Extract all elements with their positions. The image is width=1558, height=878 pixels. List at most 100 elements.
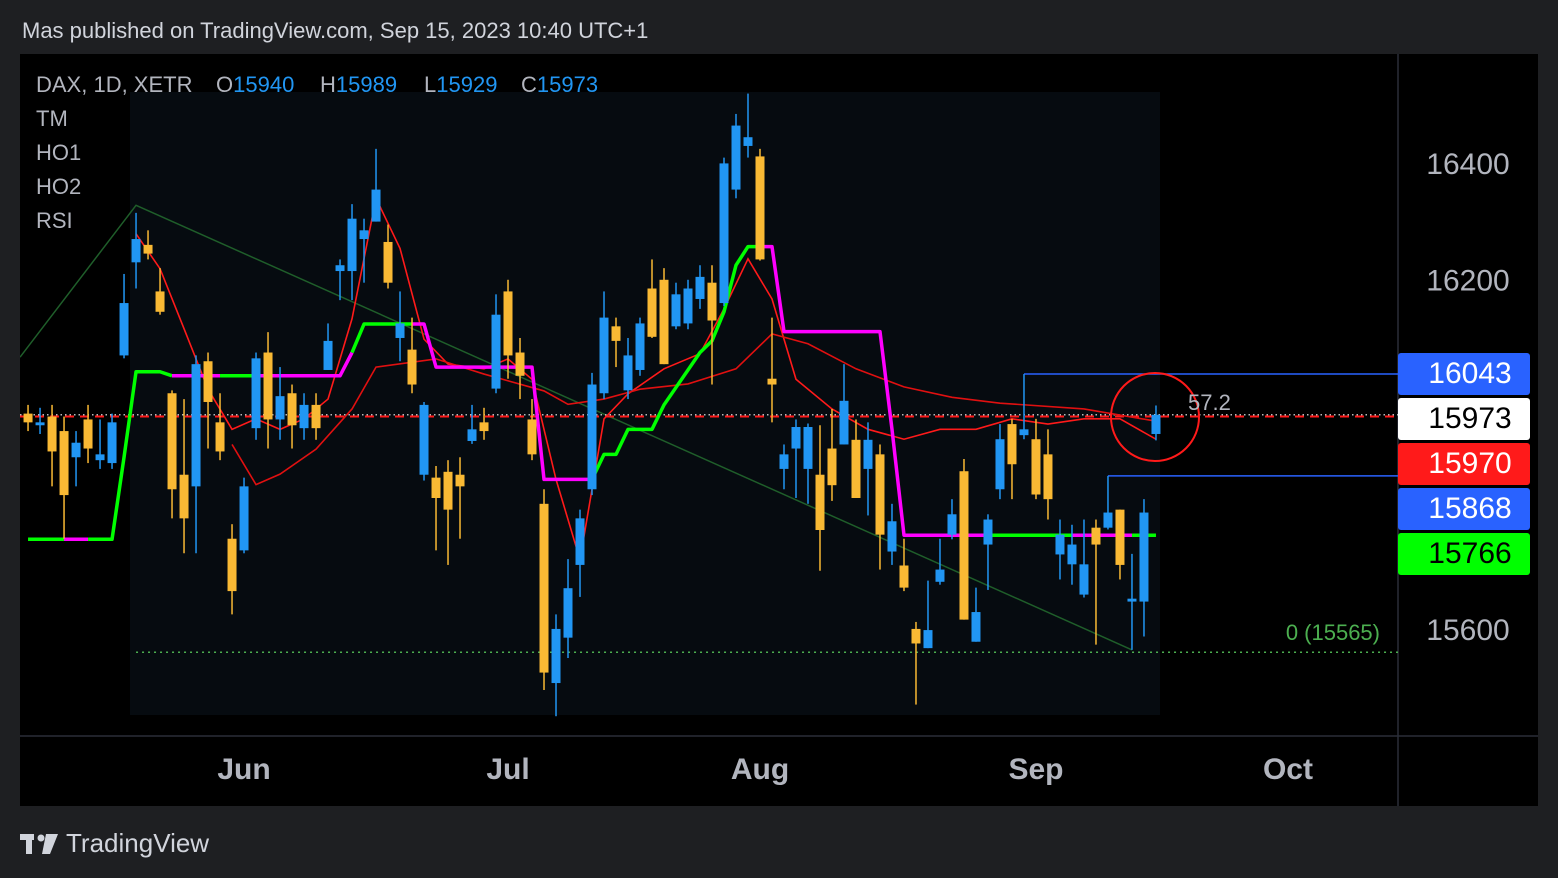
candle-body: [1019, 429, 1029, 436]
candle-body: [827, 448, 837, 486]
price-label: 15973: [1428, 402, 1511, 435]
candle-body: [299, 404, 309, 429]
indicator-label: HO2: [36, 174, 81, 199]
candle-body: [635, 323, 645, 370]
x-tick-label: Jul: [486, 753, 529, 786]
candle-body: [431, 477, 441, 498]
candle-body: [443, 471, 453, 510]
candle-body: [623, 355, 633, 391]
symbol: DAX, 1D, XETR: [36, 72, 192, 97]
candle-body: [815, 474, 825, 531]
candle-body: [1151, 414, 1161, 434]
candle-body: [731, 125, 741, 190]
ohlc-letter: H: [320, 72, 336, 97]
candle-body: [215, 422, 225, 452]
candle-body: [383, 241, 393, 283]
candle-body: [395, 323, 405, 338]
candle-body: [155, 291, 165, 312]
annotation: 57.2: [1188, 390, 1231, 415]
candle-body: [263, 352, 273, 420]
price-label-box: [1398, 398, 1530, 441]
trend-step-line: [412, 322, 593, 482]
candle-body: [335, 265, 345, 272]
candle-body: [743, 137, 753, 146]
x-tick-label: Oct: [1263, 753, 1313, 786]
candle-body: [515, 352, 525, 376]
candle-body: [935, 569, 945, 582]
candle-body: [911, 628, 921, 644]
candle-body: [707, 282, 717, 321]
price-label: 15868: [1428, 492, 1511, 525]
candle-body: [407, 349, 417, 385]
ohlc-value: 15940: [233, 72, 294, 97]
candle-body: [947, 514, 957, 535]
candle-body: [1067, 544, 1077, 565]
candle-body: [227, 538, 237, 592]
price-label: 16043: [1428, 357, 1511, 390]
candle-body: [119, 303, 129, 356]
candle-body: [995, 439, 1005, 490]
candle-body: [875, 454, 885, 535]
candle-body: [311, 404, 321, 429]
candle-body: [491, 314, 501, 389]
candle-body: [671, 294, 681, 327]
indicator-label: RSI: [36, 208, 73, 233]
candle-body: [59, 431, 69, 496]
highlight-circle: [1110, 372, 1200, 462]
candle-body: [803, 427, 813, 469]
trend-line: [20, 204, 1133, 651]
candle-body: [587, 384, 597, 490]
candle-body: [527, 419, 537, 455]
candle-body: [863, 439, 873, 469]
candle-body: [887, 521, 897, 552]
candle-body: [719, 163, 729, 304]
ohlc-value: 15929: [436, 72, 497, 97]
candle-body: [611, 326, 621, 341]
y-tick-label: 16200: [1426, 265, 1509, 298]
overlay: 0 (15565) TM HO1 HO2 RSI: [36, 106, 1380, 645]
fib-label: 0 (15565): [1286, 620, 1380, 645]
x-tick-label: Aug: [731, 753, 789, 786]
candle-body: [551, 628, 561, 684]
brand-logo: [20, 834, 58, 854]
candle-body: [767, 378, 777, 385]
candle-body: [275, 396, 285, 420]
indicator-line: [231, 333, 1157, 486]
candle-body: [251, 358, 261, 429]
candle-body: [503, 291, 513, 356]
candle-body: [35, 422, 45, 426]
indicator-label: HO1: [36, 140, 81, 165]
candle-body: [1031, 439, 1041, 495]
candle-body: [599, 317, 609, 394]
candle-body: [1055, 534, 1065, 555]
ohlc-value: 15973: [537, 72, 598, 97]
candle-body: [131, 239, 141, 263]
candle-body: [959, 471, 969, 620]
candle-body: [203, 361, 213, 402]
ohlc-letter: L: [424, 72, 436, 97]
candle-body: [467, 429, 477, 441]
candle-body: [143, 244, 153, 254]
candle-body: [1043, 454, 1053, 500]
candle-body: [71, 442, 81, 458]
candle-body: [983, 519, 993, 545]
x-tick-label: Jun: [217, 753, 270, 786]
candle-body: [683, 288, 693, 324]
trend-step-line: [590, 244, 760, 481]
y-tick-label: 16400: [1426, 148, 1509, 181]
candle-body: [755, 156, 765, 260]
candle-body: [371, 189, 381, 222]
candle-body: [575, 518, 585, 565]
candle-body: [899, 565, 909, 588]
candle-body: [95, 454, 105, 461]
candle-body: [455, 474, 465, 487]
candle-body: [851, 439, 861, 498]
candle-body: [1139, 512, 1149, 602]
candle-body: [167, 393, 177, 490]
price-label: 15970: [1428, 447, 1511, 480]
candle-body: [539, 503, 549, 673]
price-label-box: [1398, 488, 1530, 531]
candle-body: [479, 422, 489, 432]
highlight-zone: [130, 92, 1160, 715]
